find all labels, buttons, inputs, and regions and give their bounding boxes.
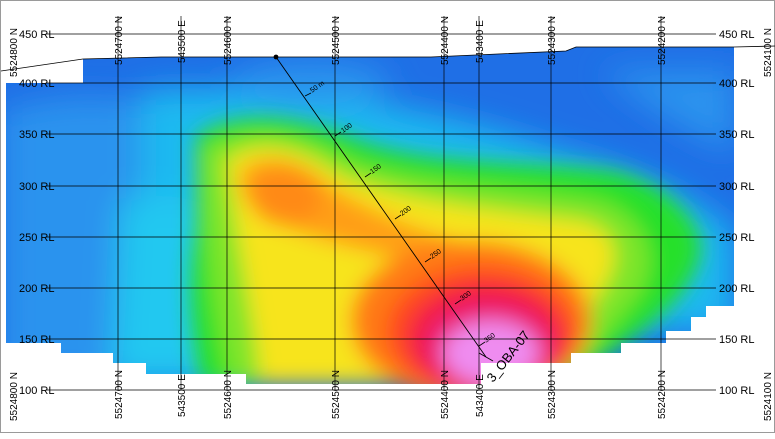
rl-label: 400 RL [719, 78, 754, 90]
right-elevation-axis: 450 RL 400 RL 350 RL 300 RL 250 RL 200 R… [719, 29, 754, 397]
model-surface [6, 47, 734, 384]
northing-label: 5524100 N [763, 28, 774, 77]
rl-label: 200 RL [19, 283, 54, 295]
northing-label: 5524600 N [223, 370, 234, 419]
left-elevation-axis: 450 RL 400 RL 350 RL 300 RL 250 RL 200 R… [19, 29, 54, 397]
northing-label: 5524400 N [440, 16, 451, 65]
rl-label: 150 RL [719, 334, 754, 346]
rl-label: 100 RL [719, 385, 754, 397]
northing-label: 5524800 N [9, 28, 20, 77]
northing-label: 5524500 N [331, 370, 342, 419]
elevation-gridlines [46, 33, 716, 391]
rl-label: 450 RL [19, 29, 54, 41]
northing-label: 5524400 N [440, 370, 451, 419]
northing-label: 5524200 N [657, 16, 668, 65]
northing-label: 5524300 N [547, 16, 558, 65]
northing-label: 5524300 N [547, 370, 558, 419]
rl-label: 450 RL [719, 29, 754, 41]
northing-label: 5524800 N [9, 372, 20, 421]
northing-label: 5524100 N [763, 372, 774, 421]
rl-label: 350 RL [719, 129, 754, 141]
northing-label: 5524200 N [657, 370, 668, 419]
rl-label: 100 RL [19, 385, 54, 397]
northing-gridlines [117, 16, 662, 390]
collar-marker [273, 54, 279, 60]
bottom-grid-labels: 5524800 N 5524700 N 543500 E 5524600 N 5… [9, 370, 774, 421]
easting-label: 543500 E [177, 374, 188, 417]
easting-label: 543500 E [177, 20, 188, 63]
northing-label: 5524600 N [223, 16, 234, 65]
easting-label: 543400 E [475, 20, 486, 63]
hole-end-tick [478, 352, 494, 362]
rl-label: 300 RL [19, 181, 54, 193]
rl-label: 150 RL [19, 334, 54, 346]
northing-label: 5524700 N [114, 16, 125, 65]
drillhole-line [275, 56, 487, 358]
rl-label: 350 RL [19, 129, 54, 141]
rl-label: 250 RL [719, 232, 754, 244]
rl-label: 200 RL [719, 283, 754, 295]
northing-label: 5524700 N [114, 370, 125, 419]
rl-label: 400 RL [19, 78, 54, 90]
top-grid-labels: 5524800 N 5524700 N 543500 E 5524600 N 5… [9, 16, 774, 77]
northing-label: 5524500 N [331, 16, 342, 65]
easting-label: 543400 E [475, 374, 486, 417]
topography-line [0, 45, 775, 72]
rl-label: 300 RL [719, 181, 754, 193]
rl-label: 250 RL [19, 232, 54, 244]
